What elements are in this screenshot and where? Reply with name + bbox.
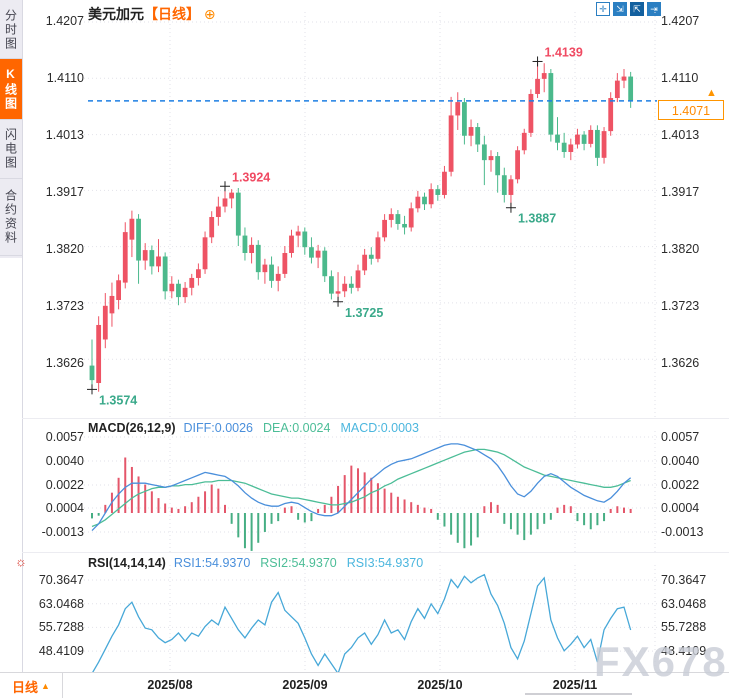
y-axis-label: 70.3647	[38, 573, 84, 587]
price-annotation: 1.3574	[99, 393, 137, 407]
chart-toolbar: ✛ ⇲ ⇱ ⇥	[596, 2, 661, 16]
chart-title: 美元加元【日线】 ⊕	[88, 4, 216, 24]
y-axis-label: 0.0022	[45, 478, 84, 492]
y-axis-label: 1.3917	[45, 185, 84, 199]
y-axis-label: 55.7288	[38, 620, 84, 634]
scale-axis-icon[interactable]: ⇲	[613, 2, 627, 16]
y-axis-label: 1.4207	[661, 14, 700, 28]
period-tag: 【日线】	[144, 6, 200, 22]
y-axis-label: 70.3647	[661, 573, 707, 587]
x-axis-label: 2025/08	[147, 678, 193, 692]
period-selector[interactable]: 日线 ▲	[0, 673, 63, 698]
price-annotation: 1.4139	[545, 45, 583, 59]
period-selector-label: 日线	[12, 679, 39, 695]
add-indicator-icon[interactable]: ⊕	[203, 6, 216, 22]
rsi2-value: RSI2:54.9370	[260, 556, 337, 570]
y-axis-label: 48.4109	[38, 644, 84, 658]
macd-header: MACD(26,12,9) DIFF:0.0026 DEA:0.0024 MACD:0…	[88, 421, 419, 435]
symbol-name: 美元加元	[88, 6, 144, 22]
crosshair-icon[interactable]: ✛	[596, 2, 610, 16]
indicator-settings-icon[interactable]: ☼	[15, 554, 27, 569]
y-axis-label: 0.0057	[661, 430, 700, 444]
x-axis-label: 2025/09	[282, 678, 328, 692]
y-axis-label: 1.3723	[45, 299, 84, 313]
macd-chart[interactable]	[22, 419, 729, 552]
rsi-chart[interactable]	[22, 553, 729, 672]
macd-diff-value: DIFF:0.0026	[183, 421, 254, 435]
current-price-box: 1.4071	[658, 100, 724, 120]
y-axis-label: 63.0468	[661, 597, 707, 611]
panel-divider	[22, 418, 729, 419]
y-axis-label: 55.7288	[661, 620, 707, 634]
auto-scale-icon[interactable]: ⇱	[630, 2, 644, 16]
y-axis-label: 63.0468	[38, 597, 84, 611]
sidebar-item-timeline[interactable]: 分时图	[0, 2, 22, 59]
chevron-up-icon: ▲	[41, 681, 50, 691]
y-axis-label: 1.3820	[661, 242, 700, 256]
pan-right-icon[interactable]: ⇥	[647, 2, 661, 16]
rsi1-value: RSI1:54.9370	[173, 556, 251, 570]
y-axis-label: 1.4013	[45, 128, 84, 142]
x-axis-label: 2025/10	[417, 678, 463, 692]
macd-macd-value: MACD:0.0003	[340, 421, 419, 435]
sidebar: 分时图 K线图 闪电图 合约资料	[0, 0, 23, 698]
price-annotation: 1.3924	[232, 170, 270, 184]
y-axis-label: 0.0040	[45, 454, 84, 468]
y-axis-label: 48.4109	[661, 644, 707, 658]
price-up-arrow-icon: ▲	[706, 87, 717, 99]
y-axis-label: 1.4207	[45, 14, 84, 28]
scrollbar-thumb[interactable]	[525, 693, 632, 695]
rsi-header: RSI(14,14,14) RSI1:54.9370 RSI2:54.9370 RSI…	[88, 556, 423, 570]
rsi-title: RSI(14,14,14)	[88, 556, 166, 570]
macd-dea-value: DEA:0.0024	[263, 421, 331, 435]
y-axis-label: 0.0004	[45, 501, 84, 515]
y-axis-label: 1.4013	[661, 128, 700, 142]
y-axis-label: 0.0004	[661, 501, 700, 515]
y-axis-label: 1.3723	[661, 299, 700, 313]
y-axis-label: 0.0057	[45, 430, 84, 444]
price-annotation: 1.3725	[345, 306, 383, 320]
y-axis-label: 1.4110	[661, 71, 699, 85]
y-axis-label: 0.0022	[661, 478, 700, 492]
sidebar-item-kline[interactable]: K线图	[0, 59, 22, 120]
panel-divider	[22, 552, 729, 553]
sidebar-item-contract-info[interactable]: 合约资料	[0, 179, 22, 256]
y-axis-label: 1.3626	[45, 356, 84, 370]
macd-title: MACD(26,12,9)	[88, 421, 176, 435]
y-axis-label: -0.0013	[661, 525, 704, 539]
bottom-bar: 日线 ▲	[0, 672, 729, 698]
y-axis-label: -0.0013	[41, 525, 84, 539]
x-axis-label: 2025/11	[552, 678, 598, 692]
price-annotation: 1.3887	[518, 212, 556, 226]
y-axis-label: 1.4110	[46, 71, 84, 85]
candlestick-chart[interactable]: 1.3574 1.3924 1.3725 1.3887 1.4139	[22, 0, 729, 418]
sidebar-item-lightning[interactable]: 闪电图	[0, 120, 22, 179]
y-axis-label: 1.3820	[45, 242, 84, 256]
y-axis-label: 1.3626	[661, 356, 700, 370]
y-axis-label: 1.3917	[661, 185, 700, 199]
y-axis-label: 0.0040	[661, 454, 700, 468]
rsi3-value: RSI3:54.9370	[346, 556, 424, 570]
